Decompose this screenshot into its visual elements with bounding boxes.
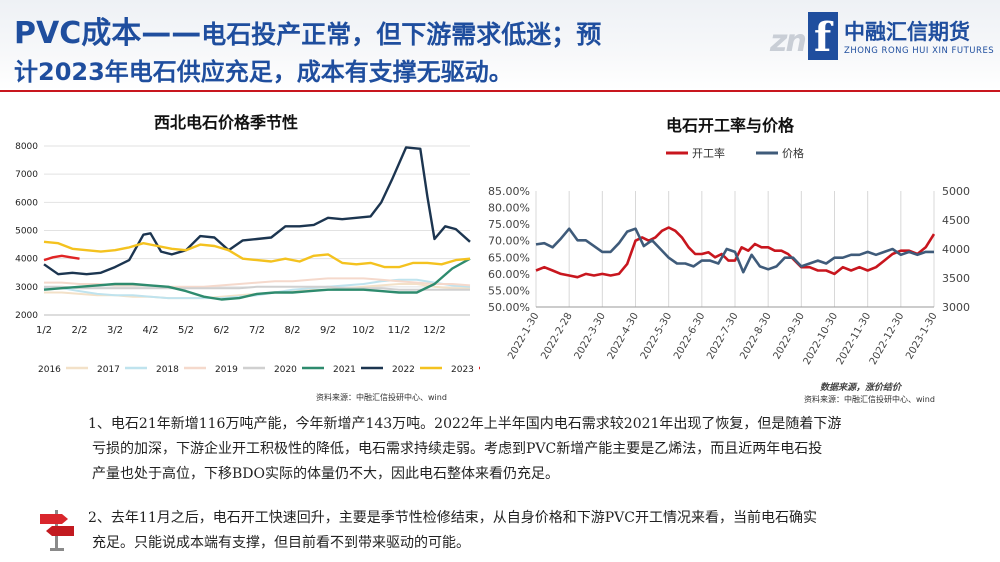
left-chart-y-tick: 2000	[15, 311, 38, 321]
signpost-icon	[40, 510, 74, 551]
left-chart-y-tick: 4000	[15, 255, 38, 265]
right-chart-title: 电石开工率与价格	[666, 116, 795, 135]
left-chart-y-tick: 3000	[15, 283, 38, 293]
left-chart-y-tick: 7000	[15, 170, 38, 180]
right-chart-left-tick: 55.00%	[488, 284, 530, 297]
right-chart-x-tick: 2022-8-30	[738, 311, 773, 361]
paragraph-1-line-1: 1、电石21年新增116万吨产能，今年新增产143万吨。2022年上半年国内电石…	[88, 416, 842, 432]
left-chart-x-tick: 9/2	[320, 325, 336, 336]
logo-f-glyph: f	[814, 14, 832, 61]
right-chart-left-tick: 60.00%	[488, 268, 530, 281]
left-chart-x-tick: 2/2	[71, 325, 87, 336]
left-chart-series-line-2019	[44, 285, 470, 291]
right-chart-x-tick: 2022-5-30	[639, 311, 674, 361]
left-chart-series-line-2023	[43, 254, 80, 262]
left-chart-legend-label: 2020	[274, 365, 297, 375]
right-chart-left-tick: 80.00%	[488, 202, 530, 215]
right-chart-left-tick: 70.00%	[488, 235, 530, 248]
left-chart-legend-label: 2017	[97, 365, 120, 375]
right-chart-right-tick: 4500	[942, 214, 970, 227]
logo-f-block	[808, 12, 838, 60]
slide-title-line2: 计2023年电石供应充足，成本有支撑无驱动。	[14, 58, 513, 86]
right-chart-left-tick: 65.00%	[488, 251, 530, 264]
left-chart-series-line-2018	[44, 277, 471, 288]
left-chart-title: 西北电石价格季节性	[154, 113, 299, 132]
right-chart-x-tick: 2022-6-30	[672, 311, 707, 361]
left-chart-x-tick: 1/2	[36, 325, 52, 336]
company-logo: zn f 中融汇信期货 ZHONG RONG HUI XIN FUTURES	[770, 12, 995, 64]
left-chart-legend-label: 2018	[156, 365, 179, 375]
left-chart-legend-label: 2021	[333, 365, 356, 375]
right-chart-source-stamp: 数据来源，涨价结价	[820, 383, 902, 393]
left-chart-series-line-2017	[44, 278, 471, 300]
left-chart-series-line-2020	[43, 257, 471, 301]
paragraph-2-line-2: 充足。只能说成本端有支撑，但目前看不到带来驱动的可能。	[92, 535, 470, 551]
right-chart-series-line-rate	[535, 226, 936, 279]
right-chart-right-tick: 3000	[942, 301, 970, 314]
logo-company-en: ZHONG RONG HUI XIN FUTURES	[844, 46, 995, 56]
right-chart-x-tick: 2022-12-30	[868, 311, 907, 367]
right-chart-right-tick: 3500	[942, 272, 970, 285]
slide-title-line1: PVC成本——电石投产正常，但下游需求低迷；预	[14, 8, 601, 52]
right-chart-legend-label: 价格	[782, 146, 804, 160]
paragraph-1-line-2: 亏损的加深，下游企业开工积极性的降低，电石需求持续走弱。考虑到PVC新增产能主要…	[92, 441, 823, 457]
left-chart-x-tick: 11/2	[388, 325, 410, 336]
right-chart-legend-label: 开工率	[692, 146, 725, 160]
right-chart-x-tick: 2022-2-28	[539, 311, 574, 361]
right-chart-left-tick: 50.00%	[488, 301, 530, 314]
paragraph-1-line-3: 产量也处于高位，下移BDO实际的体量仍不大，因此电石整体来看仍充足。	[92, 466, 559, 482]
right-chart-x-tick: 2022-3-30	[573, 311, 608, 361]
left-chart-x-tick: 4/2	[142, 325, 158, 336]
left-chart-x-tick: 5/2	[178, 325, 194, 336]
left-chart-x-tick: 6/2	[213, 325, 229, 336]
left-chart: 2000 3000 4000 5000 6000 7000 8000 1/2 2/2 3/2 4/2…	[15, 142, 480, 375]
logo-company-cn: 中融汇信期货	[844, 20, 970, 44]
left-chart-series-line-2021	[43, 146, 471, 276]
left-chart-legend-label: 2016	[38, 365, 61, 375]
paragraph-2-line-1: 2、去年11月之后，电石开工快速回升，主要是季节性检修结束，从自身价格和下游PV…	[88, 510, 817, 526]
left-chart-x-tick: 8/2	[284, 325, 300, 336]
right-chart-x-tick: 2022-10-30	[802, 311, 841, 367]
left-chart-y-tick: 5000	[15, 227, 38, 237]
title-band: PVC成本——电石投产正常，但下游需求低迷；预 计2023年电石供应充足，成本有…	[0, 0, 1000, 90]
right-chart-right-tick: 5000	[942, 185, 970, 198]
right-chart-x-tick: 2022-7-30	[705, 311, 740, 361]
left-chart-legend-label: 2019	[215, 365, 238, 375]
right-chart-x-tick: 2022-4-30	[606, 311, 641, 361]
left-chart-x-tick: 12/2	[423, 325, 445, 336]
right-chart-right-tick: 4000	[942, 243, 970, 256]
right-chart: 50.00% 55.00% 60.00% 65.00% 70.00% 75.00% 80.0…	[488, 146, 970, 367]
right-chart-series-line-price	[535, 227, 934, 274]
left-chart-x-tick: 3/2	[107, 325, 123, 336]
right-chart-x-tick: 2022-1-30	[506, 311, 541, 361]
left-chart-legend-label: 2022	[392, 365, 415, 375]
left-chart-source: 资料来源：中融汇信投研中心、wind	[316, 393, 447, 402]
right-chart-x-tick: 2022-9-30	[772, 311, 807, 361]
left-chart-y-tick: 6000	[15, 198, 38, 208]
left-chart-x-tick: 7/2	[249, 325, 265, 336]
right-chart-left-tick: 75.00%	[488, 218, 530, 231]
left-chart-series-line-2022	[43, 240, 471, 269]
header-divider	[0, 90, 1000, 92]
right-chart-source: 资料来源：中融汇信投研中心、wind	[804, 395, 935, 404]
left-chart-y-tick: 8000	[15, 142, 38, 152]
right-chart-x-tick: 2023-1-30	[904, 311, 939, 361]
right-chart-left-tick: 85.00%	[488, 185, 530, 198]
left-chart-x-tick: 10/2	[352, 325, 374, 336]
logo-zn-mark: zn	[770, 24, 807, 59]
right-chart-x-tick: 2022-11-30	[835, 311, 874, 367]
title-rest: 电石投产正常，但下游需求低迷；预	[201, 20, 602, 49]
left-chart-legend-label: 2023	[451, 365, 474, 375]
title-prefix: PVC成本——	[14, 16, 202, 51]
